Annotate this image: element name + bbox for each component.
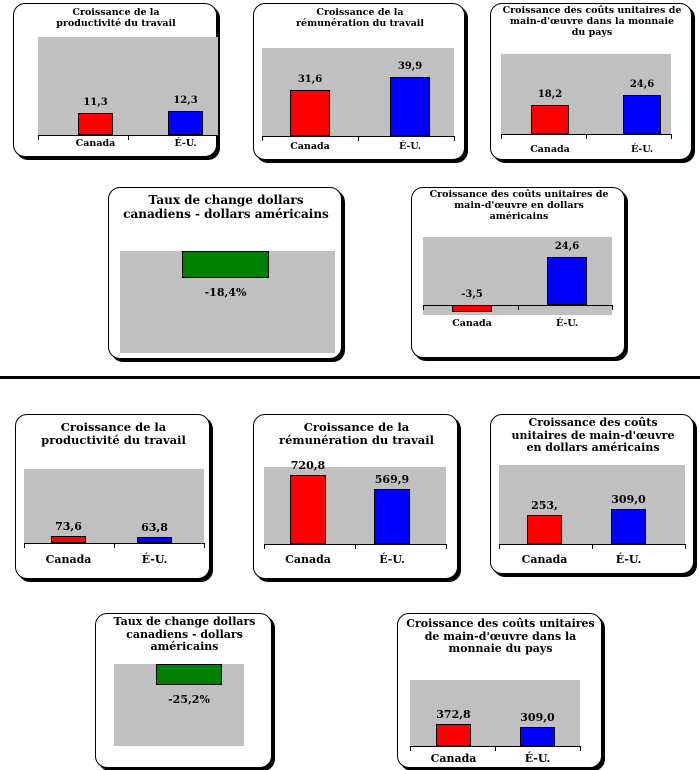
x-axis-tick [671, 134, 672, 139]
x-axis-tick [358, 136, 359, 141]
chart-title: Croissance de la productivité du travail [56, 7, 176, 29]
chart-panel-c4: Taux de change dollars canadiens - dolla… [108, 187, 342, 359]
data-label: 253, [531, 499, 558, 513]
category-label: É-U. [630, 144, 654, 155]
x-axis-tick [592, 544, 593, 549]
x-axis-tick [423, 305, 424, 311]
bar-canada [51, 536, 86, 543]
category-label: Canada [75, 138, 116, 149]
category-label: É-U. [141, 553, 168, 566]
category-label: É-U. [174, 138, 197, 149]
section-divider [0, 376, 700, 379]
bar-us [520, 727, 555, 746]
category-label: Canada [290, 141, 330, 152]
chart-panel-c7: Croissance de la rémunération du travail… [253, 414, 458, 579]
data-label: 720,8 [290, 458, 326, 472]
data-label: 309,0 [611, 493, 646, 507]
x-axis-tick [495, 746, 496, 751]
bar-us [374, 489, 410, 544]
category-label: É-U. [615, 553, 642, 566]
category-label: Canada [521, 553, 568, 566]
bar-us [611, 509, 646, 544]
data-label: 569,9 [374, 473, 410, 487]
plot-area [24, 469, 204, 543]
bar-canada [290, 474, 326, 544]
bar-canada [527, 515, 562, 544]
chart-panel-c5: Croissance des coûts unitaires de main-d… [411, 187, 625, 358]
category-label: Canada [285, 553, 331, 566]
x-axis-tick [685, 544, 686, 549]
x-axis-tick [355, 544, 356, 549]
data-label: 63,8 [141, 521, 168, 535]
category-label: Canada [530, 144, 570, 155]
x-axis-tick [264, 544, 265, 549]
chart-panel-c9: Taux de change dollars canadiens - dolla… [95, 613, 272, 768]
data-label: 309,0 [520, 711, 555, 725]
chart-title: Taux de change dollars canadiens - dolla… [113, 615, 256, 654]
bar-canada [290, 89, 330, 136]
data-label: 11,3 [83, 96, 108, 108]
data-label: 73,6 [55, 520, 82, 534]
bar-exchange-rate [182, 251, 269, 278]
x-axis-tick [262, 136, 263, 141]
bar-canada [436, 723, 471, 746]
data-label: 31,6 [297, 73, 323, 85]
chart-panel-c1: Croissance de la productivité du travail… [13, 3, 219, 157]
bar-us [547, 257, 587, 306]
chart-panel-c2: Croissance de la rémunération du travail… [253, 3, 465, 160]
bar-exchange-rate [156, 664, 222, 685]
x-axis-tick [410, 746, 411, 751]
x-axis-tick [114, 543, 115, 548]
data-label: -3,5 [461, 289, 483, 301]
x-axis-tick [38, 135, 39, 140]
category-label: É-U. [398, 141, 422, 152]
chart-panel-c6: Croissance de la productivité du travail… [15, 414, 210, 579]
x-axis-tick [501, 134, 502, 139]
category-label: É-U. [555, 318, 579, 329]
category-label: É-U. [379, 553, 405, 566]
data-label: 18,2 [537, 88, 563, 100]
category-label: Canada [45, 553, 92, 566]
bar-us [390, 77, 430, 136]
chart-title: Croissance des coûts unitaires de main-d… [406, 617, 595, 656]
x-axis-tick [517, 305, 519, 311]
data-label: 39,9 [397, 61, 423, 73]
data-label: -18,4% [204, 285, 247, 299]
chart-title: Croissance des coûts unitaires de main-d… [502, 5, 682, 38]
data-label: 372,8 [436, 707, 471, 721]
x-axis-tick [218, 135, 219, 140]
chart-title: Croissance des coûts unitaires de main-d… [511, 416, 675, 455]
bar-us [168, 110, 203, 135]
x-axis-tick [586, 134, 587, 139]
chart-panel-c8: Croissance des coûts unitaires de main-d… [490, 414, 694, 574]
chart-title: Croissance des coûts unitaires de main-d… [429, 189, 609, 222]
chart-title: Croissance de la rémunération du travail [296, 7, 424, 29]
chart-panel-c3: Croissance des coûts unitaires de main-d… [490, 3, 692, 160]
x-axis-tick [499, 544, 500, 549]
category-label: É-U. [524, 752, 551, 765]
data-label: -25,2% [168, 692, 210, 706]
bar-us [137, 537, 172, 543]
data-label: 24,6 [629, 78, 655, 90]
x-axis-tick [612, 305, 613, 311]
x-axis-tick [24, 543, 25, 548]
data-label: 24,6 [554, 241, 580, 253]
chart-title: Croissance de la rémunération du travail [279, 420, 434, 448]
bar-us [623, 94, 661, 134]
bar-canada [531, 104, 569, 134]
x-axis-tick [128, 135, 129, 140]
chart-title: Taux de change dollars canadiens - dolla… [123, 193, 329, 221]
x-axis-tick [204, 543, 205, 548]
x-axis-tick [580, 746, 581, 751]
chart-panel-c10: Croissance des coûts unitaires de main-d… [397, 613, 602, 768]
category-label: Canada [452, 318, 492, 329]
chart-title: Croissance de la productivité du travail [41, 420, 186, 448]
bar-canada [78, 112, 113, 135]
bar-canada [452, 305, 492, 313]
x-axis-tick [446, 544, 447, 549]
data-label: 12,3 [173, 94, 198, 106]
category-label: Canada [430, 752, 477, 765]
x-axis-tick [454, 136, 455, 141]
